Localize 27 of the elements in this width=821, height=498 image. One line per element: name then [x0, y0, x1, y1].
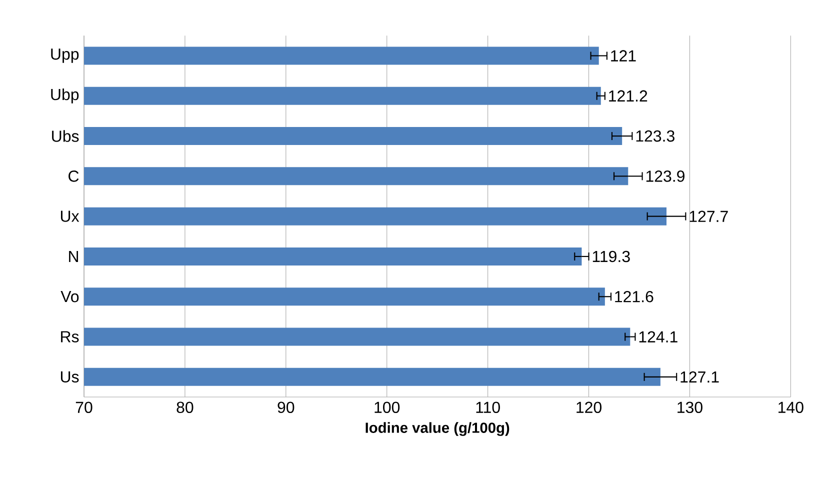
data-label: 124.1 — [639, 331, 678, 342]
data-label: 123.3 — [636, 130, 674, 142]
x-tick-label: 80 — [176, 402, 194, 414]
x-tick-label: 130 — [678, 402, 702, 414]
data-label: 123.9 — [646, 170, 684, 182]
data-label: 121.2 — [609, 90, 648, 102]
y-tick-label: C — [68, 170, 79, 182]
y-tick-label: Ubs — [52, 130, 79, 142]
x-tick-label: 90 — [278, 402, 294, 414]
y-tick-label: Vo — [60, 291, 79, 302]
x-axis-title: Iodine value (g/100g) — [366, 422, 510, 436]
y-tick-label: N — [69, 250, 78, 262]
y-tick-label: Rs — [61, 331, 79, 342]
x-tick-label: 100 — [374, 402, 400, 414]
x-tick-label: 140 — [778, 402, 804, 414]
data-label: 127.1 — [680, 371, 719, 382]
data-label: 119.3 — [592, 250, 630, 262]
data-label: 127.7 — [690, 210, 728, 222]
y-tick-label: Ux — [60, 210, 80, 222]
y-tick-label: Us — [60, 371, 79, 382]
data-label: 121 — [611, 50, 636, 62]
x-tick-label: 120 — [576, 402, 602, 414]
x-tick-label: 70 — [76, 402, 92, 414]
y-tick-label: Ubp — [51, 88, 79, 104]
y-tick-label: Upp — [51, 48, 79, 63]
data-label: 121.6 — [615, 290, 654, 302]
x-tick-label: 110 — [476, 402, 500, 414]
